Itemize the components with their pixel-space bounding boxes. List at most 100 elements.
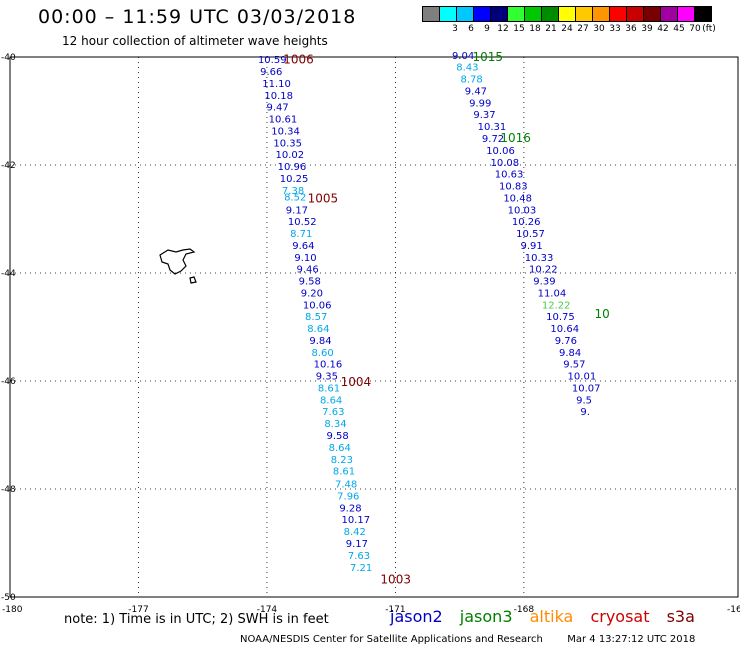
legend-tick-label: 9 <box>484 24 490 34</box>
wave-height-value: 9.39 <box>533 277 555 288</box>
wave-height-value: 10.07 <box>572 383 601 394</box>
map-frame <box>9 56 739 598</box>
legend-tick-label: 39 <box>641 24 653 34</box>
wave-height-value: 7.21 <box>350 563 372 574</box>
wave-height-value: 9.04 <box>452 51 474 62</box>
color-legend: 3 6 9 12 15 18 21 24 27 30 33 36 39 42 45 70 (ft) <box>422 6 716 38</box>
units-note: note: 1) Time is in UTC; 2) SWH is in fe… <box>64 612 329 627</box>
wave-height-value: 9.91 <box>520 241 542 252</box>
wave-height-value: 9.84 <box>309 336 331 347</box>
wave-height-value: 9.46 <box>296 265 318 276</box>
sat-s3a-label: s3a <box>666 607 695 626</box>
legend-tick-label: 21 <box>545 24 557 34</box>
wave-height-value: 9.20 <box>301 288 323 299</box>
wave-height-value: 10.35 <box>273 138 302 149</box>
sat-jason3-label: jason3 <box>459 607 513 626</box>
observation-time-label: 10 <box>595 307 610 321</box>
legend-swatch <box>694 6 712 22</box>
wave-height-value: 8.23 <box>331 455 353 466</box>
observation-time-label: 1003 <box>380 573 411 587</box>
legend-tick-label: 12 <box>497 24 509 34</box>
lat-tick-label: -50 <box>1 593 16 603</box>
wave-height-value: 10.31 <box>478 122 507 133</box>
wave-height-value: 10.59 <box>258 55 287 66</box>
wave-height-value: 9.76 <box>555 336 577 347</box>
legend-tick-label: 45 <box>673 24 685 34</box>
wave-height-value: 10.57 <box>516 229 545 240</box>
wave-height-value: 10.33 <box>525 253 554 264</box>
wave-height-value: 12.22 <box>542 300 571 311</box>
wave-height-value: 10.52 <box>288 217 317 228</box>
lon-tick-label: -177 <box>128 605 148 615</box>
wave-height-value: 7.63 <box>348 551 370 562</box>
wave-height-value: 8.64 <box>307 324 329 335</box>
legend-tick-label: 6 <box>468 24 474 34</box>
lat-tick-label: -44 <box>1 269 16 279</box>
wave-height-value: 10.26 <box>512 217 541 228</box>
wave-height-value: 9.35 <box>316 372 338 383</box>
wave-height-value: 11.10 <box>262 79 291 90</box>
map-grid <box>10 57 738 597</box>
lat-tick-label: -40 <box>1 53 16 63</box>
wave-height-value: 7.48 <box>335 480 357 491</box>
wave-height-value: 10.34 <box>271 126 300 137</box>
lat-tick-label: -48 <box>1 485 16 495</box>
legend-tick-label: 18 <box>529 24 541 34</box>
wave-height-value: 9. <box>580 407 590 418</box>
wave-height-value: 9.47 <box>465 86 487 97</box>
wave-height-value: 8.57 <box>305 312 327 323</box>
wave-height-value: 8.52 <box>284 192 306 203</box>
wave-height-value: 9.28 <box>339 503 361 514</box>
wave-height-value: 10.22 <box>529 265 558 276</box>
footer-timestamp: Mar 4 13:27:12 UTC 2018 <box>567 634 696 645</box>
wave-height-value: 10.61 <box>269 115 298 126</box>
wave-height-value: 9.10 <box>294 253 316 264</box>
wave-height-value: 8.71 <box>290 229 312 240</box>
wave-height-value: 9.84 <box>559 348 581 359</box>
legend-tick-label: 3 <box>452 24 458 34</box>
wave-height-value: 9.72 <box>482 134 504 145</box>
chatham-island-outline <box>159 248 196 275</box>
legend-tick-label: 15 <box>513 24 525 34</box>
legend-color-bar <box>422 6 712 22</box>
footer: NOAA/NESDIS Center for Satellite Applica… <box>240 634 695 645</box>
altimeter-track-west: 10.599.6611.1010.189.4710.6110.3410.3510… <box>258 55 372 574</box>
time-labels: 1006 1015 1016 1005 1004 1003 10 <box>283 50 610 587</box>
wave-height-value: 10.83 <box>499 182 528 193</box>
observation-time-label: 1006 <box>283 53 314 67</box>
wave-height-value: 10.03 <box>508 205 537 216</box>
wave-height-value: 8.61 <box>333 467 355 478</box>
lon-tick-label: -168 <box>514 605 535 615</box>
lat-tick-label: -42 <box>1 161 16 171</box>
island-coastline <box>159 248 197 284</box>
wave-height-value: 9.5 <box>576 395 592 406</box>
map-subtitle: 12 hour collection of altimeter wave hei… <box>62 34 328 48</box>
wave-height-value: 9.66 <box>260 67 282 78</box>
altimeter-track-east: 9.048.438.789.479.999.3710.319.7210.0610… <box>452 51 601 418</box>
observation-time-label: 1005 <box>308 191 339 205</box>
legend-tick-label: 30 <box>593 24 605 34</box>
wave-height-value: 9.64 <box>292 241 314 252</box>
lon-tick-label: -174 <box>257 605 278 615</box>
wave-height-value: 8.60 <box>311 348 333 359</box>
observation-time-label: 1015 <box>472 50 503 64</box>
lon-tick-label: -180 <box>2 605 23 615</box>
wave-height-value: 10.64 <box>550 324 579 335</box>
wave-height-value: 10.08 <box>490 158 519 169</box>
wave-height-value: 9.17 <box>286 205 308 216</box>
legend-unit: (ft) <box>702 24 716 34</box>
wave-height-value: 9.37 <box>473 110 495 121</box>
lat-tick-label: -46 <box>1 377 16 387</box>
wave-height-value: 9.99 <box>469 98 491 109</box>
observation-time-label: 1016 <box>500 131 531 145</box>
legend-tick-label: 42 <box>657 24 669 34</box>
wave-height-value: 10.01 <box>568 372 597 383</box>
wave-height-value: 11.04 <box>538 288 567 299</box>
wave-height-value: 10.63 <box>495 170 524 181</box>
legend-tick-label: 36 <box>625 24 637 34</box>
wave-height-value: 8.64 <box>329 443 351 454</box>
wave-height-value: 10.18 <box>264 91 293 102</box>
lon-tick-label: -171 <box>385 605 405 615</box>
axis-labels: -180 -177 -174 -171 -168 -16 -40 -42 -44 -46 -48 -5… <box>1 53 740 615</box>
